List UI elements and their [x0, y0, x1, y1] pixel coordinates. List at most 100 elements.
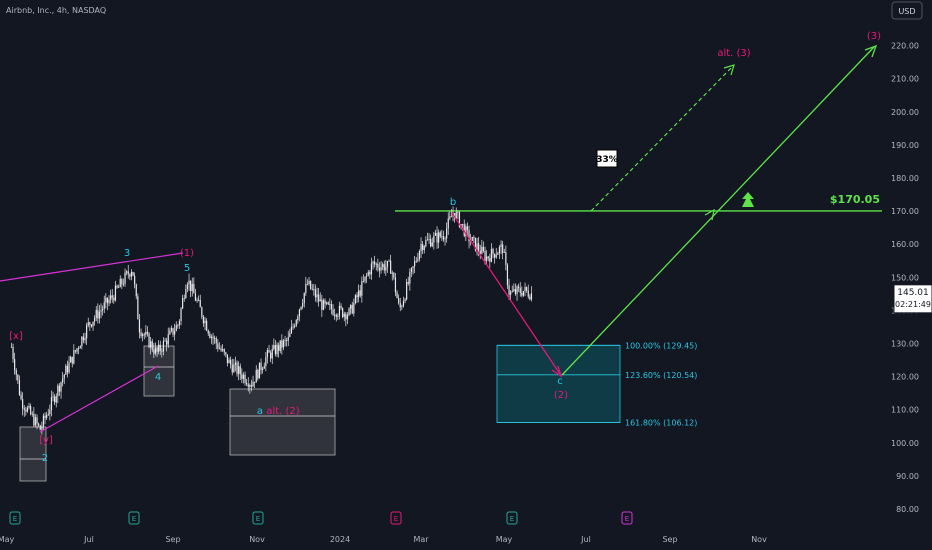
- candle-body: [25, 409, 27, 412]
- candle-body: [206, 320, 208, 331]
- fib-target-box: 100.00% (129.45) 123.60% (120.54) 161.80% …: [496, 341, 697, 428]
- candle-body: [314, 289, 317, 298]
- projection-up-arrowhead: [864, 44, 878, 58]
- candle-body: [217, 343, 219, 349]
- candle-body: [492, 248, 494, 254]
- last-price-tag: 145.01 02:21:49: [893, 284, 932, 314]
- candle-body: [60, 382, 62, 392]
- candle-body: [228, 359, 230, 364]
- projection-up-line: [561, 46, 875, 376]
- candle-body: [28, 405, 30, 408]
- candle-body: [282, 340, 285, 348]
- currency-button[interactable]: [891, 1, 923, 20]
- candle-body: [23, 408, 25, 410]
- candle-body: [38, 423, 40, 426]
- price-tick-label: 220.00: [891, 42, 919, 51]
- candle-body: [439, 232, 441, 237]
- time-tick-label: Nov: [751, 535, 767, 544]
- candle-body: [148, 333, 150, 348]
- candle-body: [166, 340, 168, 345]
- candle-body: [239, 366, 241, 375]
- candle-body: [506, 264, 509, 286]
- candle-body: [302, 303, 304, 307]
- candle-body: [94, 317, 96, 322]
- time-axis[interactable]: May Jul Sep Nov 2024 Mar May Jul Sep Nov: [0, 535, 767, 544]
- candle-body: [431, 242, 433, 247]
- candle-body: [58, 385, 61, 392]
- candle-body: [170, 328, 173, 331]
- candle-body: [375, 263, 377, 265]
- candle-body: [471, 237, 473, 241]
- probability-badge-text: 33%: [596, 155, 618, 165]
- zone-wave-a: [229, 388, 336, 456]
- candle-body: [468, 230, 470, 242]
- candle-body: [194, 293, 197, 301]
- candle-body: [316, 294, 318, 298]
- candle-body: [529, 296, 531, 300]
- candle-body: [366, 275, 368, 277]
- candle-body: [210, 336, 213, 338]
- candle-body: [311, 288, 313, 290]
- candle-body: [244, 374, 246, 383]
- candle-body: [65, 365, 67, 375]
- candle-body: [514, 289, 517, 294]
- earnings-marker[interactable]: [252, 511, 264, 525]
- candle-body: [142, 334, 144, 337]
- earnings-marker-label: E: [394, 515, 398, 523]
- price-axis[interactable]: USD 80.0090.00100.00110.00120.00130.0014…: [891, 1, 923, 514]
- price-tick-label: 100.00: [891, 439, 919, 448]
- zone-y: [19, 426, 47, 482]
- candle-body: [266, 350, 269, 358]
- candle-body: [345, 313, 347, 320]
- candle-body: [223, 349, 225, 353]
- candle-body: [346, 315, 349, 320]
- earnings-marker-label: E: [13, 515, 17, 523]
- candle-body: [226, 354, 229, 364]
- candle-body: [409, 271, 411, 284]
- candle-body: [135, 284, 137, 297]
- earnings-marker[interactable]: [506, 511, 518, 525]
- currency-button-label: USD: [898, 7, 915, 16]
- candle-body: [442, 236, 445, 240]
- candle-body: [33, 413, 35, 426]
- candle-body: [447, 218, 449, 229]
- earnings-marker[interactable]: [390, 511, 402, 525]
- candle-body: [489, 258, 491, 262]
- candle-body: [209, 333, 211, 338]
- candle-body: [167, 334, 169, 345]
- candle-body: [252, 381, 254, 387]
- candle-body: [177, 325, 179, 326]
- candle-body: [338, 305, 341, 316]
- candle-body: [204, 320, 206, 324]
- price-tick-label: 90.00: [896, 472, 919, 481]
- candle-body: [100, 310, 102, 312]
- candle-body: [31, 413, 33, 415]
- upper-channel-line: [0, 252, 184, 282]
- candle-body: [374, 261, 376, 265]
- candle-body: [106, 297, 109, 304]
- candle-body: [262, 368, 264, 371]
- candle-body: [222, 349, 224, 351]
- candle-body: [202, 316, 205, 324]
- candle-body: [95, 309, 97, 318]
- candle-body: [450, 216, 453, 218]
- earnings-marker[interactable]: [621, 511, 633, 525]
- candle-body: [246, 382, 248, 385]
- earnings-marker[interactable]: [9, 511, 21, 525]
- candle-body: [14, 359, 16, 371]
- earnings-marker[interactable]: [128, 511, 140, 525]
- candle-body: [188, 280, 190, 285]
- candle-body: [390, 260, 392, 274]
- candle-body: [479, 250, 481, 254]
- up-arrow-icon: [742, 192, 754, 207]
- candle-body: [354, 295, 357, 304]
- candle-body: [508, 285, 510, 295]
- candle-body: [68, 362, 70, 373]
- candle-body: [487, 256, 489, 259]
- candle-body: [367, 272, 369, 276]
- candle-body: [476, 243, 478, 251]
- candle-body: [50, 397, 53, 411]
- candle-body: [185, 289, 187, 299]
